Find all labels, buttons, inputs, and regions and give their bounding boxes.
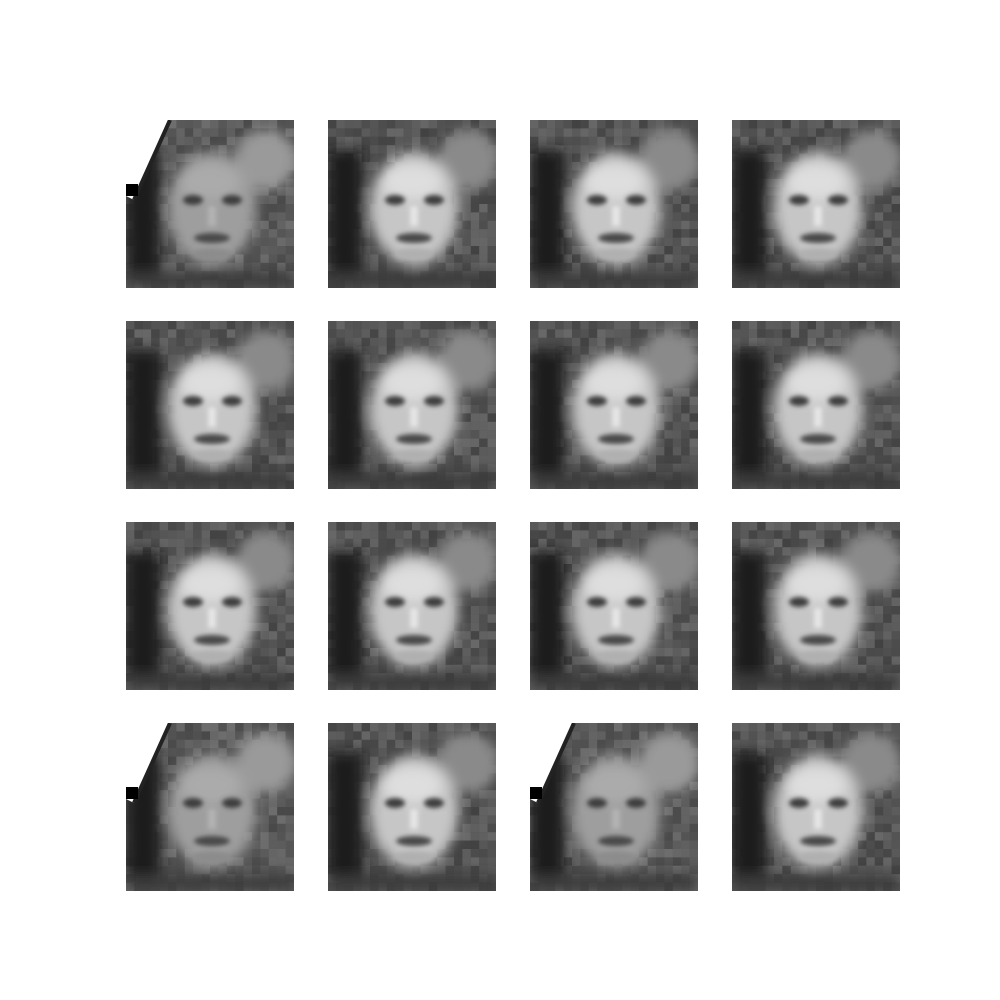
face-sample bbox=[328, 321, 496, 489]
face-sample bbox=[732, 723, 900, 891]
face-image bbox=[530, 522, 698, 690]
face-sample bbox=[530, 723, 698, 891]
face-sample bbox=[530, 321, 698, 489]
face-image bbox=[530, 321, 698, 489]
face-image bbox=[732, 723, 900, 891]
face-sample bbox=[530, 120, 698, 288]
face-sample bbox=[328, 723, 496, 891]
face-sample bbox=[732, 522, 900, 690]
face-image bbox=[126, 522, 294, 690]
face-sample bbox=[530, 522, 698, 690]
face-sample bbox=[126, 723, 294, 891]
face-image bbox=[732, 522, 900, 690]
face-image bbox=[328, 723, 496, 891]
face-sample bbox=[126, 120, 294, 288]
face-image bbox=[732, 120, 900, 288]
face-image bbox=[530, 723, 698, 891]
face-sample bbox=[126, 321, 294, 489]
face-image bbox=[328, 522, 496, 690]
face-sample bbox=[732, 120, 900, 288]
face-image bbox=[126, 321, 294, 489]
face-image bbox=[530, 120, 698, 288]
face-image bbox=[328, 120, 496, 288]
face-image bbox=[126, 120, 294, 288]
face-image bbox=[328, 321, 496, 489]
face-sample bbox=[732, 321, 900, 489]
face-image bbox=[126, 723, 294, 891]
face-sample bbox=[328, 522, 496, 690]
face-image bbox=[732, 321, 900, 489]
face-sample bbox=[126, 522, 294, 690]
face-sample bbox=[328, 120, 496, 288]
